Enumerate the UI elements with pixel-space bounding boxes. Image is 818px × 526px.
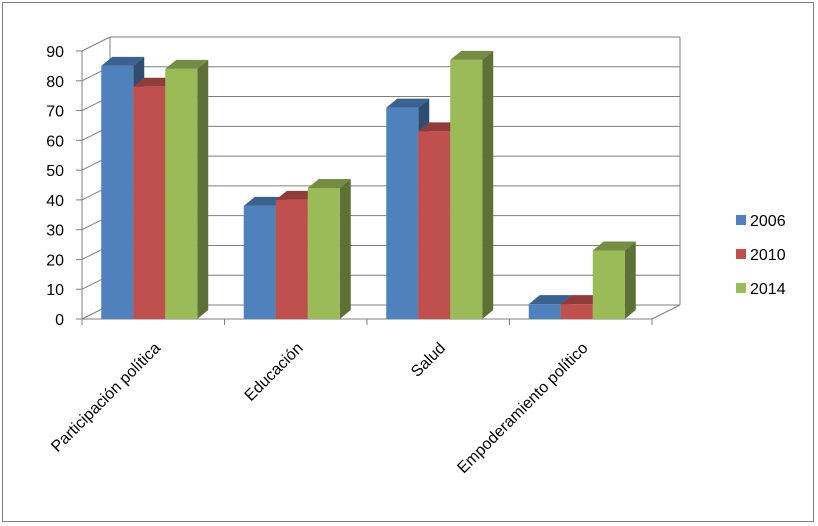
legend-swatch [736, 215, 746, 225]
y-tick-label: 10 [46, 282, 64, 299]
y-tick-label: 90 [46, 44, 64, 61]
x-category-label: Salud [408, 340, 449, 381]
legend-label: 2006 [750, 213, 786, 230]
y-tick-label: 80 [46, 74, 64, 91]
y-tick-label: 70 [46, 104, 64, 121]
y-tick-label: 0 [55, 312, 64, 329]
y-tick-label: 40 [46, 193, 64, 210]
bar [592, 241, 636, 319]
legend-swatch [736, 249, 746, 259]
y-tick-label: 20 [46, 252, 64, 269]
y-tick-label: 30 [46, 223, 64, 240]
legend-label: 2014 [750, 281, 786, 298]
x-category-label: Empoderamiento político [454, 340, 591, 477]
bar [307, 178, 351, 319]
legend-swatch [736, 283, 746, 293]
y-tick-label: 50 [46, 163, 64, 180]
legend-label: 2010 [750, 247, 786, 264]
bar [165, 59, 209, 319]
x-category-label: Participación política [48, 340, 164, 456]
y-tick-label: 60 [46, 133, 64, 150]
bar [450, 50, 494, 319]
x-category-label: Educación [242, 340, 307, 405]
